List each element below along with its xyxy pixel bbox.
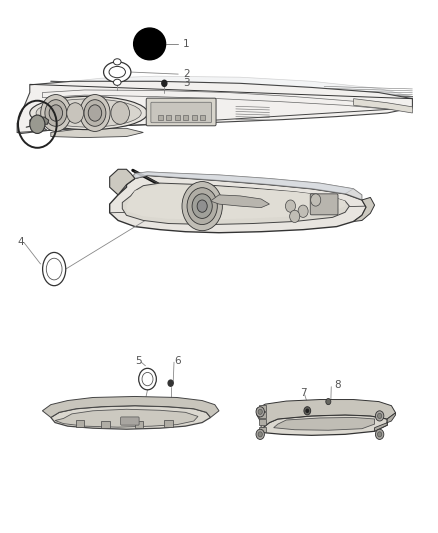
Circle shape (306, 409, 308, 413)
Bar (175, 115, 180, 119)
Circle shape (256, 429, 265, 439)
Bar (258, 405, 266, 411)
Text: 1: 1 (183, 39, 190, 49)
FancyBboxPatch shape (146, 98, 216, 126)
Circle shape (80, 94, 110, 132)
Circle shape (197, 200, 207, 212)
Polygon shape (374, 413, 396, 431)
Polygon shape (353, 99, 413, 113)
Polygon shape (274, 417, 374, 430)
Polygon shape (353, 197, 374, 222)
Bar (258, 413, 266, 418)
Ellipse shape (103, 62, 131, 82)
Text: 8: 8 (335, 380, 341, 390)
FancyBboxPatch shape (151, 102, 212, 123)
Bar (192, 115, 197, 119)
Circle shape (67, 103, 84, 123)
Bar (164, 420, 173, 427)
Ellipse shape (42, 253, 66, 286)
FancyBboxPatch shape (310, 194, 338, 215)
Bar (258, 426, 266, 432)
Polygon shape (72, 76, 413, 103)
Circle shape (162, 80, 167, 86)
Circle shape (311, 194, 321, 206)
Polygon shape (211, 195, 269, 208)
Ellipse shape (139, 368, 156, 390)
Text: 7: 7 (300, 389, 307, 398)
Bar (183, 115, 188, 119)
Ellipse shape (113, 79, 121, 85)
Polygon shape (30, 117, 49, 124)
Polygon shape (51, 128, 143, 138)
Polygon shape (261, 415, 387, 435)
Ellipse shape (113, 59, 121, 65)
Text: 3: 3 (183, 78, 190, 88)
FancyBboxPatch shape (120, 417, 139, 425)
Polygon shape (110, 169, 135, 195)
Ellipse shape (134, 28, 166, 60)
Text: 4: 4 (17, 237, 24, 247)
Ellipse shape (46, 259, 62, 280)
Polygon shape (51, 406, 211, 429)
Circle shape (192, 194, 212, 219)
Circle shape (111, 102, 130, 124)
Text: 5: 5 (135, 356, 141, 366)
Circle shape (298, 205, 308, 217)
Ellipse shape (109, 67, 125, 78)
Bar (76, 420, 85, 427)
Circle shape (256, 407, 265, 417)
Circle shape (88, 105, 102, 121)
Circle shape (84, 100, 106, 126)
Circle shape (378, 432, 382, 437)
Circle shape (258, 432, 262, 437)
Bar (258, 419, 266, 425)
Circle shape (30, 115, 45, 133)
Polygon shape (55, 409, 198, 427)
Bar (101, 421, 110, 428)
Circle shape (378, 414, 382, 418)
Text: 2: 2 (183, 69, 190, 79)
Circle shape (182, 182, 223, 231)
Bar (158, 115, 163, 119)
Circle shape (49, 105, 63, 121)
Circle shape (290, 210, 300, 222)
Polygon shape (127, 172, 362, 200)
Polygon shape (127, 184, 345, 220)
Circle shape (375, 429, 384, 439)
Ellipse shape (142, 373, 153, 386)
Circle shape (326, 399, 331, 405)
Polygon shape (135, 172, 353, 194)
Polygon shape (257, 400, 396, 429)
Bar (166, 115, 172, 119)
Ellipse shape (30, 96, 148, 130)
Bar (200, 115, 205, 119)
Bar (135, 421, 143, 428)
Polygon shape (122, 183, 350, 224)
Circle shape (168, 380, 173, 386)
Circle shape (41, 94, 71, 132)
Circle shape (187, 188, 217, 224)
Circle shape (258, 409, 262, 414)
Text: 6: 6 (174, 356, 180, 366)
Polygon shape (42, 397, 219, 417)
Circle shape (286, 200, 296, 212)
Circle shape (375, 411, 384, 421)
Circle shape (304, 407, 311, 415)
Ellipse shape (36, 99, 141, 127)
Circle shape (45, 100, 67, 126)
Polygon shape (17, 81, 413, 133)
Polygon shape (110, 175, 366, 233)
